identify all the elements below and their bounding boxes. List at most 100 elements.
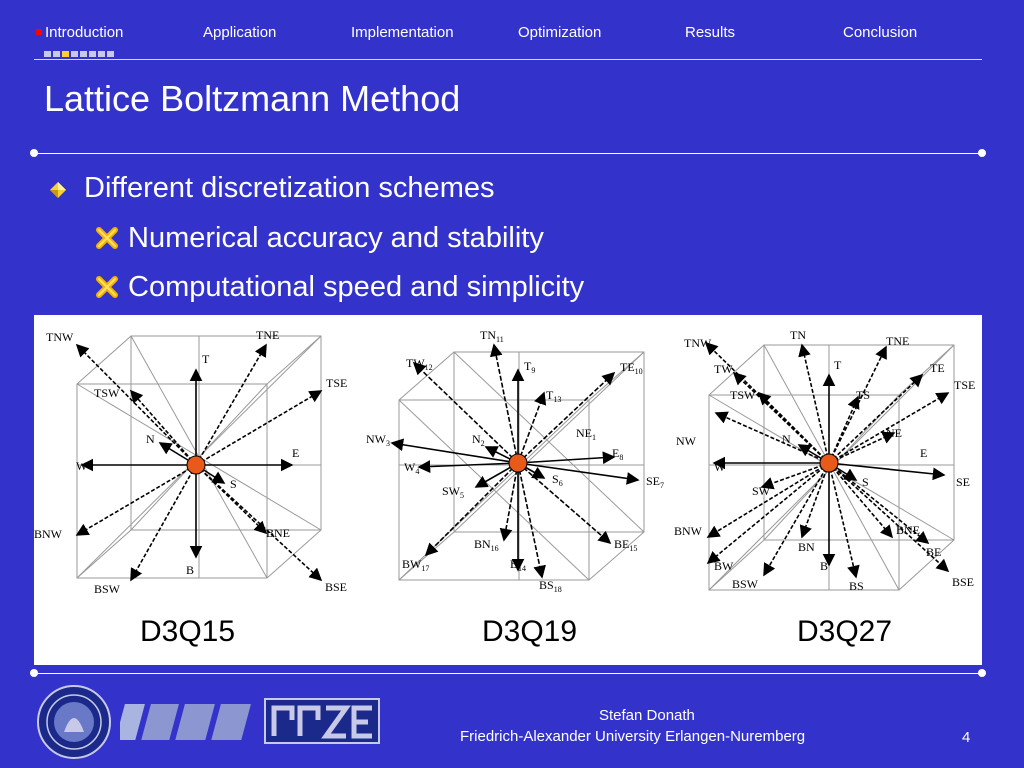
- bullet-sub-accuracy: Numerical accuracy and stability: [128, 222, 544, 254]
- progress-dot[interactable]: [89, 51, 96, 57]
- rule-end-dot: [978, 149, 986, 157]
- slide-title: Lattice Boltzmann Method: [44, 78, 461, 119]
- svg-text:BSW: BSW: [94, 582, 121, 596]
- svg-text:BSE: BSE: [952, 575, 974, 589]
- svg-text:BNW: BNW: [34, 527, 63, 541]
- svg-text:W: W: [76, 459, 88, 473]
- university-seal-icon: [37, 685, 111, 759]
- svg-text:BE15: BE15: [614, 537, 637, 553]
- nav-item-application[interactable]: Application: [203, 24, 277, 41]
- svg-text:S6: S6: [552, 472, 563, 488]
- svg-text:TN11: TN11: [480, 328, 504, 344]
- svg-text:SW5: SW5: [442, 484, 464, 500]
- svg-text:T: T: [834, 358, 842, 372]
- svg-text:B14: B14: [510, 557, 526, 573]
- svg-text:NW3: NW3: [366, 432, 390, 448]
- svg-text:S: S: [862, 475, 869, 489]
- svg-text:BSE: BSE: [325, 580, 347, 594]
- page-number: 4: [962, 729, 971, 746]
- svg-text:W4: W4: [404, 460, 419, 476]
- svg-text:TW12: TW12: [406, 356, 433, 372]
- d3q15-arrows: [75, 343, 323, 582]
- svg-text:NE1: NE1: [576, 426, 596, 442]
- svg-text:BE: BE: [926, 545, 941, 559]
- svg-text:E8: E8: [612, 446, 623, 462]
- section-nav: Introduction Application Implementation …: [0, 0, 1024, 60]
- progress-dot-current[interactable]: [62, 51, 69, 57]
- d3q15-labels: TNW TNE T TSE TSW N W E S BNW BNE B BSW BSE: [34, 328, 347, 596]
- progress-dot[interactable]: [80, 51, 87, 57]
- nav-item-results[interactable]: Results: [685, 24, 736, 41]
- d3q27-center-node: [819, 453, 839, 473]
- footer-rule: [36, 673, 982, 674]
- progress-dot[interactable]: [107, 51, 114, 57]
- rule-end-dot: [978, 669, 986, 677]
- nav-divider: [34, 59, 982, 60]
- svg-text:TE: TE: [930, 361, 945, 375]
- caption-d3q19: D3Q19: [482, 615, 578, 648]
- svg-text:B: B: [820, 559, 828, 573]
- svg-text:TNW: TNW: [684, 336, 712, 350]
- d3q19-center-node: [508, 453, 528, 473]
- progress-dot[interactable]: [44, 51, 51, 57]
- nav-item-conclusion[interactable]: Conclusion: [843, 24, 918, 41]
- svg-text:N: N: [782, 432, 791, 446]
- nav-item-optimization[interactable]: Optimization: [518, 24, 602, 41]
- rrze-logo-icon: [264, 698, 380, 744]
- svg-text:S: S: [230, 477, 237, 491]
- svg-text:BNE: BNE: [266, 526, 290, 540]
- svg-text:SE: SE: [956, 475, 970, 489]
- progress-dot[interactable]: [98, 51, 105, 57]
- footer-author: Stefan Donath: [599, 707, 695, 724]
- bullet-main: Different discretization schemes: [84, 172, 495, 204]
- svg-text:N: N: [146, 432, 155, 446]
- svg-text:TNE: TNE: [886, 334, 909, 348]
- svg-text:TS: TS: [856, 388, 870, 402]
- cross-bullet-icon: [96, 227, 118, 249]
- bullet-sub-speed: Computational speed and simplicity: [128, 271, 585, 303]
- d3q19-arrows: [390, 343, 640, 579]
- svg-text:TSE: TSE: [326, 376, 347, 390]
- title-rule: [36, 153, 982, 154]
- svg-text:TW: TW: [714, 362, 733, 376]
- nav-item-introduction[interactable]: Introduction: [36, 24, 123, 41]
- footer-university: Friedrich-Alexander University Erlangen-…: [460, 728, 806, 745]
- progress-dot[interactable]: [53, 51, 60, 57]
- svg-text:BNE: BNE: [896, 523, 920, 537]
- progress-dot[interactable]: [71, 51, 78, 57]
- svg-text:TSW: TSW: [94, 386, 120, 400]
- diamond-bullet-icon: [50, 182, 66, 198]
- svg-text:BN16: BN16: [474, 537, 499, 553]
- svg-text:TNW: TNW: [46, 330, 74, 344]
- d3q27-labels: TNW TN TNE TW T TE TSW TS TSE NW N NE W E SW S SE B…: [674, 328, 975, 593]
- svg-text:E: E: [292, 446, 299, 460]
- rule-end-dot: [30, 149, 38, 157]
- svg-text:TN: TN: [790, 328, 806, 342]
- svg-text:W: W: [714, 460, 726, 474]
- lss-logo-icon: [120, 704, 251, 740]
- d3q15-center-node: [186, 455, 206, 475]
- svg-text:TNE: TNE: [256, 328, 279, 342]
- svg-text:NW: NW: [676, 434, 697, 448]
- svg-text:SE7: SE7: [646, 474, 664, 490]
- caption-d3q27: D3Q27: [797, 615, 893, 648]
- caption-d3q15: D3Q15: [140, 615, 236, 648]
- svg-text:BW17: BW17: [402, 557, 429, 573]
- svg-text:TSW: TSW: [730, 388, 756, 402]
- svg-text:TE10: TE10: [620, 360, 643, 376]
- slide-progress-dots: [44, 44, 116, 57]
- svg-text:SW: SW: [752, 484, 771, 498]
- svg-text:T: T: [202, 352, 210, 366]
- svg-text:B: B: [186, 563, 194, 577]
- svg-text:N2: N2: [472, 432, 485, 448]
- svg-text:BS: BS: [849, 579, 864, 593]
- svg-text:BSW: BSW: [732, 577, 759, 591]
- svg-text:BN: BN: [798, 540, 815, 554]
- svg-text:TSE: TSE: [954, 378, 975, 392]
- svg-text:T13: T13: [546, 388, 561, 404]
- nav-item-implementation[interactable]: Implementation: [351, 24, 454, 41]
- svg-text:E: E: [920, 446, 927, 460]
- rule-end-dot: [30, 669, 38, 677]
